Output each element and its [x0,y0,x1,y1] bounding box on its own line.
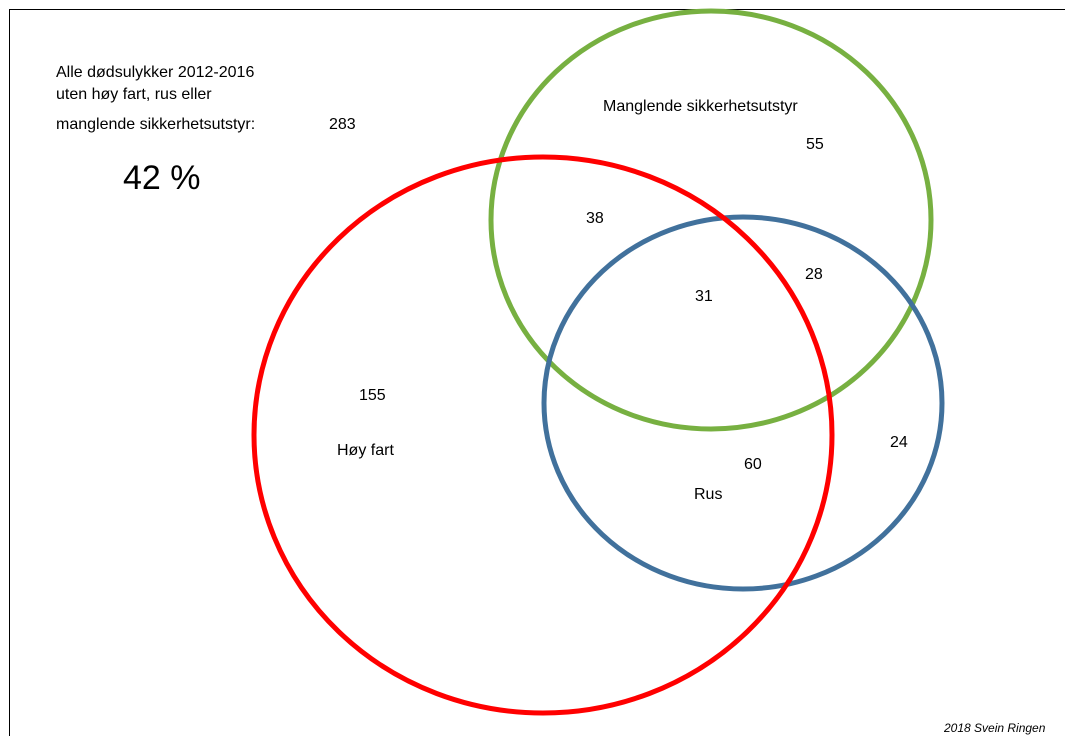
summary-percent: 42 % [123,159,201,197]
label-hoy-fart: Høy fart [337,442,394,459]
summary-line-1: Alle dødsulykker 2012-2016 [56,64,255,81]
summary-count: 283 [329,116,356,133]
count-sikkerhetsutstyr-only: 55 [806,136,824,153]
count-hoy-fart-and-rus: 60 [744,456,762,473]
summary-line-2: uten høy fart, rus eller [56,86,212,103]
label-rus: Rus [694,486,723,503]
circle-sikkerhetsutstyr [488,8,934,432]
count-hoy-fart-and-sikkerhetsutstyr: 38 [586,210,604,227]
circle-rus [541,214,945,592]
count-sikkerhetsutstyr-and-rus: 28 [805,266,823,283]
circle-hoy-fart [251,154,835,716]
diagram-frame [9,9,1065,736]
count-rus-only: 24 [890,434,908,451]
credit-text: 2018 Svein Ringen [944,721,1046,735]
summary-line-3: manglende sikkerhetsutstyr: [56,116,256,133]
count-hoy-fart-only: 155 [359,387,386,404]
label-sikkerhetsutstyr: Manglende sikkerhetsutstyr [603,98,798,115]
count-all-three: 31 [695,288,713,305]
